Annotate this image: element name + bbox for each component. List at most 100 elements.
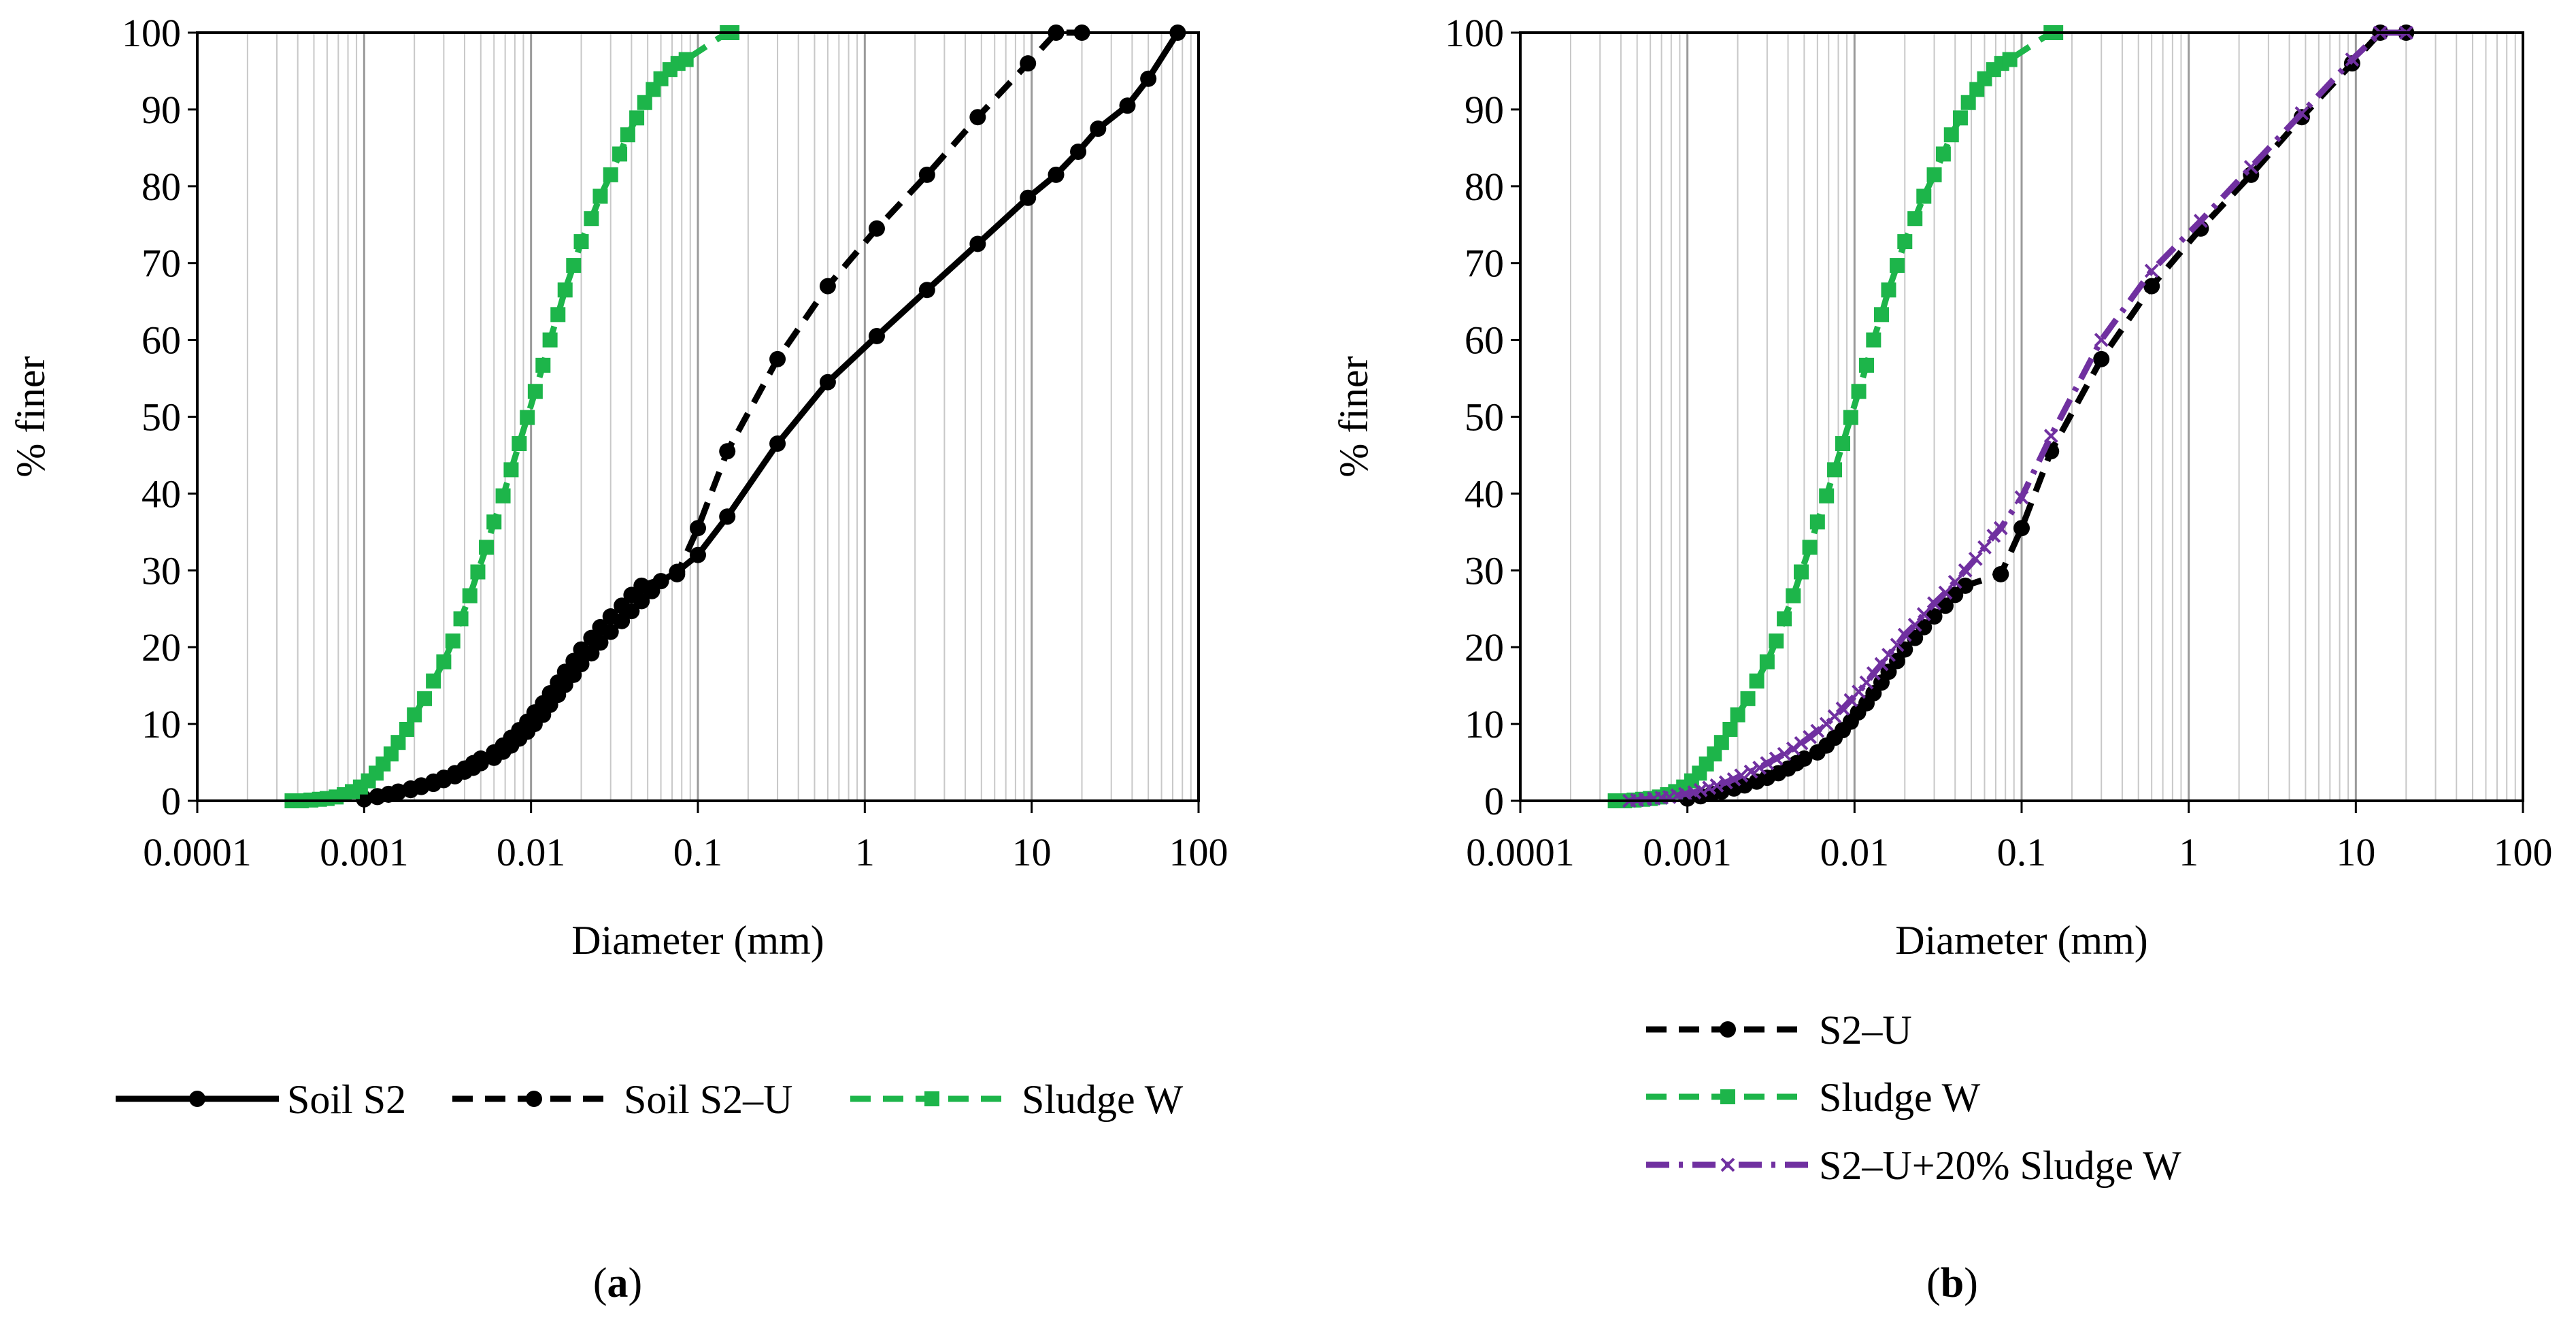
y-tick-label: 100 <box>1445 11 1504 55</box>
data-point-sludge-w <box>1897 234 1913 250</box>
data-point-soil-s2-u <box>472 750 489 767</box>
legend-swatch-marker <box>1720 1021 1736 1038</box>
y-tick-label: 20 <box>141 625 181 670</box>
data-point-sludge-w <box>1960 95 1976 110</box>
data-point-sludge-w <box>1740 691 1756 706</box>
legend-label: Sludge W <box>1819 1075 1981 1120</box>
data-point-s2-u <box>1896 641 1913 658</box>
x-tick-label: 0.01 <box>1820 830 1890 874</box>
data-point-s2-u-20pct-sludge-w <box>1810 723 1825 738</box>
series-line-sludge-w <box>1615 29 2056 804</box>
y-tick-label: 90 <box>1465 88 1504 132</box>
legend-label: Sludge W <box>1022 1077 1184 1122</box>
data-point-s2-u <box>2093 350 2110 367</box>
data-point-soil-s2-u <box>390 783 407 800</box>
y-tick-label: 20 <box>1465 625 1504 670</box>
data-point-s2-u-20pct-sludge-w <box>1947 574 1962 589</box>
y-tick-label: 40 <box>141 472 181 516</box>
data-point-sludge-w <box>1843 410 1858 425</box>
data-point-sludge-w <box>566 258 582 274</box>
data-point-s2-u-20pct-sludge-w <box>1769 751 1784 766</box>
legend-item-sludge-w: Sludge W <box>1646 1075 1981 1120</box>
legend-label: Soil S2–U <box>624 1077 792 1122</box>
y-tick-label: 10 <box>1465 702 1504 746</box>
panel-b-x-axis-title: Diameter (mm) <box>1895 918 2148 963</box>
x-tick-label: 0.1 <box>673 830 723 874</box>
x-tick-label: 0.01 <box>497 830 566 874</box>
data-point-soil-s2 <box>690 546 706 563</box>
data-point-s2-u-20pct-sludge-w <box>1734 768 1749 783</box>
y-tick-label: 80 <box>141 165 181 209</box>
panel-b-series <box>1607 24 2415 808</box>
data-point-s2-u-20pct-sludge-w <box>1874 657 1889 672</box>
data-point-s2-u <box>1926 608 1943 625</box>
legend-label: Soil S2 <box>287 1077 406 1122</box>
legend-swatch-marker <box>1720 1089 1735 1104</box>
series-s2-u-20pct-sludge-w <box>1622 25 2413 808</box>
series-line-s2-u <box>1686 29 2407 802</box>
series-sludge-w <box>284 25 740 808</box>
data-point-soil-s2-u <box>690 520 706 537</box>
data-point-sludge-w <box>1802 540 1818 555</box>
x-tick-label: 0.1 <box>1997 830 2047 874</box>
x-tick-label: 10 <box>2336 830 2375 874</box>
data-point-sludge-w <box>1707 746 1722 762</box>
legend-swatch-marker <box>189 1091 205 1107</box>
x-tick-label: 100 <box>2494 830 2553 874</box>
data-point-s2-u <box>1957 577 1974 594</box>
y-tick-label: 30 <box>1465 548 1504 593</box>
data-point-sludge-w <box>1943 127 1959 143</box>
y-tick-label: 70 <box>1465 242 1504 286</box>
data-point-soil-s2-u <box>614 597 631 614</box>
data-point-sludge-w <box>620 127 635 143</box>
data-point-sludge-w <box>1873 307 1889 323</box>
data-point-sludge-w <box>1935 146 1951 162</box>
data-point-soil-s2-u <box>565 652 582 670</box>
data-point-sludge-w <box>1881 282 1896 298</box>
data-point-sludge-w <box>629 110 645 126</box>
y-tick-label: 0 <box>1484 779 1504 823</box>
data-point-s2-u <box>2143 278 2160 295</box>
data-point-sludge-w <box>550 307 566 323</box>
data-point-sludge-w <box>1890 258 1905 274</box>
data-point-sludge-w <box>1749 673 1764 689</box>
legend-swatch-marker <box>1720 1157 1735 1172</box>
data-point-sludge-w <box>527 384 543 399</box>
panel-a-grid <box>246 33 1192 801</box>
series-soil-s2-u <box>356 24 1090 807</box>
panel-b-legend: S2–U Sludge W S2–U+20% Sludge W <box>1646 1008 2181 1188</box>
data-point-soil-s2-u <box>969 109 986 126</box>
x-tick-label: 0.0001 <box>1466 830 1575 874</box>
data-point-sludge-w <box>470 564 486 580</box>
data-point-sludge-w <box>1827 462 1843 478</box>
data-point-sludge-w <box>1866 332 1881 348</box>
data-point-soil-s2-u <box>602 608 619 625</box>
data-point-sludge-w <box>436 654 452 670</box>
data-point-sludge-w <box>1809 514 1825 530</box>
x-tick-label: 0.001 <box>320 830 409 874</box>
x-tick-label: 0.001 <box>1643 830 1732 874</box>
series-line-soil-s2-u <box>363 29 1082 802</box>
data-point-s2-u-20pct-sludge-w <box>1968 551 1983 566</box>
data-point-sludge-w <box>1926 167 1942 182</box>
data-point-sludge-w <box>1819 488 1835 503</box>
legend-item-soil-s2: Soil S2 <box>116 1077 406 1122</box>
panel-b-label: (b) <box>1926 1260 1978 1306</box>
data-point-s2-u-20pct-sludge-w <box>2193 214 2208 229</box>
legend-item-soil-s2-u: Soil S2–U <box>452 1077 792 1122</box>
data-point-s2-u <box>1992 565 2009 582</box>
panel-a-label: (a) <box>593 1260 642 1306</box>
data-point-s2-u-20pct-sludge-w <box>2144 263 2159 278</box>
data-point-s2-u-20pct-sludge-w <box>1938 585 1953 600</box>
data-point-sludge-w <box>1713 735 1729 750</box>
data-point-soil-s2 <box>719 508 736 525</box>
data-point-s2-u-20pct-sludge-w <box>2094 333 2109 348</box>
panel-a-legend: Soil S2 Soil S2–U Sludge W <box>116 1077 1184 1122</box>
data-point-s2-u-20pct-sludge-w <box>1726 772 1741 787</box>
data-point-s2-u-20pct-sludge-w <box>2243 160 2258 174</box>
legend-item-s2-u: S2–U <box>1646 1008 1912 1053</box>
data-point-soil-s2-u <box>719 443 736 460</box>
data-point-s2-u-20pct-sludge-w <box>1794 735 1809 750</box>
data-point-s2-u-20pct-sludge-w <box>1993 520 2008 535</box>
